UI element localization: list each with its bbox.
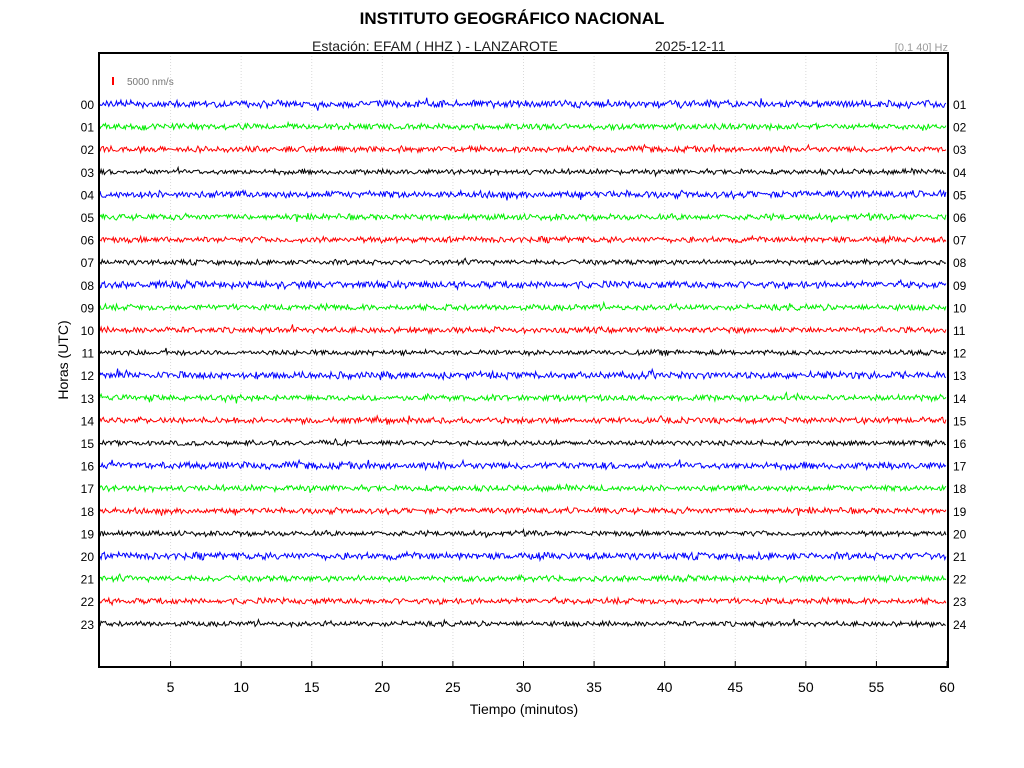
- hour-label-left: 02: [81, 143, 95, 157]
- hour-label-right: 18: [953, 482, 967, 496]
- trace-hour-00: [99, 97, 947, 111]
- hour-label-right: 02: [953, 121, 967, 135]
- hour-label-left: 03: [81, 166, 95, 180]
- trace-hour-12: [99, 367, 947, 381]
- grid-lines: [170, 53, 877, 667]
- hour-label-right: 03: [953, 143, 967, 157]
- trace-hour-10: [99, 324, 947, 336]
- x-tick-label: 45: [727, 679, 743, 695]
- hour-label-right: 14: [953, 392, 967, 406]
- hour-label-left: 17: [81, 482, 95, 496]
- hour-label-left: 09: [81, 301, 95, 315]
- hour-label-left: 07: [81, 256, 95, 270]
- hour-label-left: 08: [81, 279, 95, 293]
- x-tick-label: 5: [167, 679, 175, 695]
- hour-label-right: 22: [953, 573, 967, 587]
- trace-hour-03: [99, 165, 947, 178]
- hour-label-left: 19: [81, 527, 95, 541]
- x-axis-label: Tiempo (minutos): [470, 701, 578, 717]
- hour-label-left: 06: [81, 234, 95, 248]
- hour-label-right: 17: [953, 460, 967, 474]
- trace-hour-20: [99, 550, 947, 563]
- hour-label-right: 01: [953, 98, 967, 112]
- hour-label-left: 20: [81, 550, 95, 564]
- hour-label-right: 20: [953, 527, 967, 541]
- trace-hour-06: [99, 234, 947, 245]
- hour-label-right: 08: [953, 256, 967, 270]
- x-tick-label: 60: [939, 679, 955, 695]
- hour-label-right: 04: [953, 166, 967, 180]
- trace-hour-13: [99, 391, 947, 404]
- right-hour-labels: 01 02 03 04 05 06 07 08 09 10 11 12 13 14 15 16 17 18 19 20…: [953, 98, 967, 632]
- hour-label-right: 10: [953, 301, 967, 315]
- hour-label-right: 19: [953, 505, 967, 519]
- hour-label-left: 18: [81, 505, 95, 519]
- amplitude-scale: 5000 nm/s: [112, 77, 174, 88]
- hour-label-left: 11: [82, 347, 95, 361]
- trace-hour-04: [99, 188, 947, 201]
- station-label: Estación: EFAM ( HHZ ) - LANZAROTE: [312, 38, 558, 54]
- hour-label-left: 12: [81, 369, 95, 383]
- hour-label-right: 05: [953, 188, 967, 202]
- hour-label-right: 21: [953, 550, 967, 564]
- hour-label-right: 23: [953, 595, 967, 609]
- date-label: 2025-12-11: [655, 38, 726, 54]
- hour-label-right: 24: [953, 618, 967, 632]
- hour-label-left: 13: [81, 392, 95, 406]
- hour-label-left: 05: [81, 211, 95, 225]
- left-hour-labels: 00 01 02 03 04 05 06 07 08 09 10 11 12 13 14 15 16 17 18 19…: [81, 98, 95, 632]
- x-axis-ticks: 5 10 15 20 25 30 35 40 45 50 55 60: [167, 661, 955, 695]
- hour-label-right: 09: [953, 279, 967, 293]
- hour-label-left: 04: [81, 188, 95, 202]
- filter-label: [0.1 40] Hz: [894, 42, 948, 54]
- x-tick-label: 25: [445, 679, 461, 695]
- trace-hour-16: [99, 458, 947, 472]
- trace-hour-02: [99, 143, 947, 155]
- hour-label-left: 14: [81, 414, 95, 428]
- hour-label-left: 01: [81, 121, 95, 135]
- hour-label-left: 15: [81, 437, 95, 451]
- trace-hour-15: [99, 437, 947, 448]
- x-tick-label: 35: [586, 679, 602, 695]
- trace-hour-18: [99, 505, 947, 516]
- hour-label-left: 22: [81, 595, 95, 609]
- hour-label-right: 16: [953, 437, 967, 451]
- trace-hour-21: [99, 572, 947, 585]
- hour-label-left: 10: [81, 324, 95, 338]
- trace-hour-19: [99, 527, 947, 539]
- trace-hour-23: [99, 618, 946, 629]
- hour-label-right: 12: [953, 347, 967, 361]
- hour-label-right: 11: [953, 324, 966, 338]
- hour-label-left: 16: [81, 460, 95, 474]
- trace-hour-09: [99, 300, 947, 312]
- trace-hour-05: [99, 212, 947, 224]
- trace-hour-07: [99, 257, 947, 267]
- seismic-traces: [99, 97, 947, 629]
- trace-hour-14: [99, 414, 947, 426]
- trace-hour-08: [99, 278, 947, 291]
- x-tick-label: 10: [233, 679, 249, 695]
- x-tick-label: 50: [798, 679, 814, 695]
- hour-label-right: 15: [953, 414, 967, 428]
- hour-label-left: 00: [81, 98, 95, 112]
- trace-hour-11: [99, 347, 947, 358]
- hour-label-left: 21: [81, 573, 95, 587]
- hour-label-right: 13: [953, 369, 967, 383]
- scale-label: 5000 nm/s: [127, 77, 174, 88]
- x-tick-label: 55: [869, 679, 885, 695]
- plot-frame: [98, 52, 949, 668]
- x-tick-label: 20: [375, 679, 391, 695]
- x-tick-label: 15: [304, 679, 320, 695]
- hour-label-right: 06: [953, 211, 967, 225]
- hour-label-left: 23: [81, 618, 95, 632]
- x-tick-label: 30: [516, 679, 532, 695]
- trace-hour-22: [99, 595, 947, 607]
- hour-label-right: 07: [953, 234, 967, 248]
- x-tick-label: 40: [657, 679, 673, 695]
- chart-title: INSTITUTO GEOGRÁFICO NACIONAL: [359, 9, 665, 28]
- y-axis-label: Horas (UTC): [55, 320, 71, 399]
- trace-hour-17: [99, 483, 947, 494]
- trace-hour-01: [99, 120, 947, 132]
